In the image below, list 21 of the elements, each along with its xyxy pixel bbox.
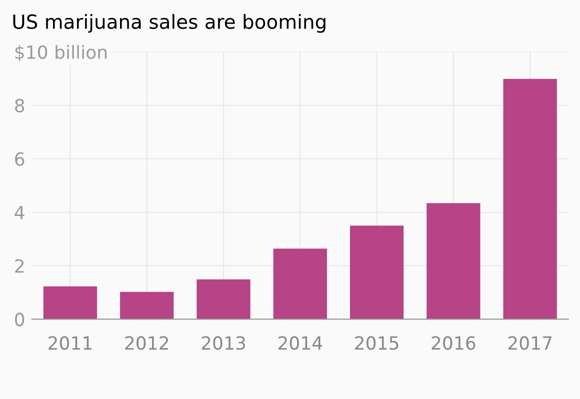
x-tick-label: 2014 [278,336,322,350]
x-tick-label: 2011 [48,336,92,350]
y-tick-label: 2 [15,259,24,273]
y-tick-label: 4 [14,206,24,220]
y-tick-label: 6 [15,152,24,166]
x-tick-label: 2017 [508,336,552,350]
x-tick-label: 2013 [202,336,246,350]
x-tick-label: 2015 [355,336,398,350]
bar [43,286,98,320]
bar [196,279,250,320]
chart-title: US marijuana sales are booming [13,14,326,33]
x-tick-label: 2012 [125,336,168,350]
bar [503,78,557,320]
bar [120,292,174,320]
y-tick-label: 0 [15,312,24,326]
bar [273,248,327,320]
y-tick-label: $10 billion [15,45,107,62]
x-tick-label: 2016 [432,336,476,350]
bar [350,226,404,320]
bar [426,203,480,320]
y-tick-label: 8 [15,98,24,112]
